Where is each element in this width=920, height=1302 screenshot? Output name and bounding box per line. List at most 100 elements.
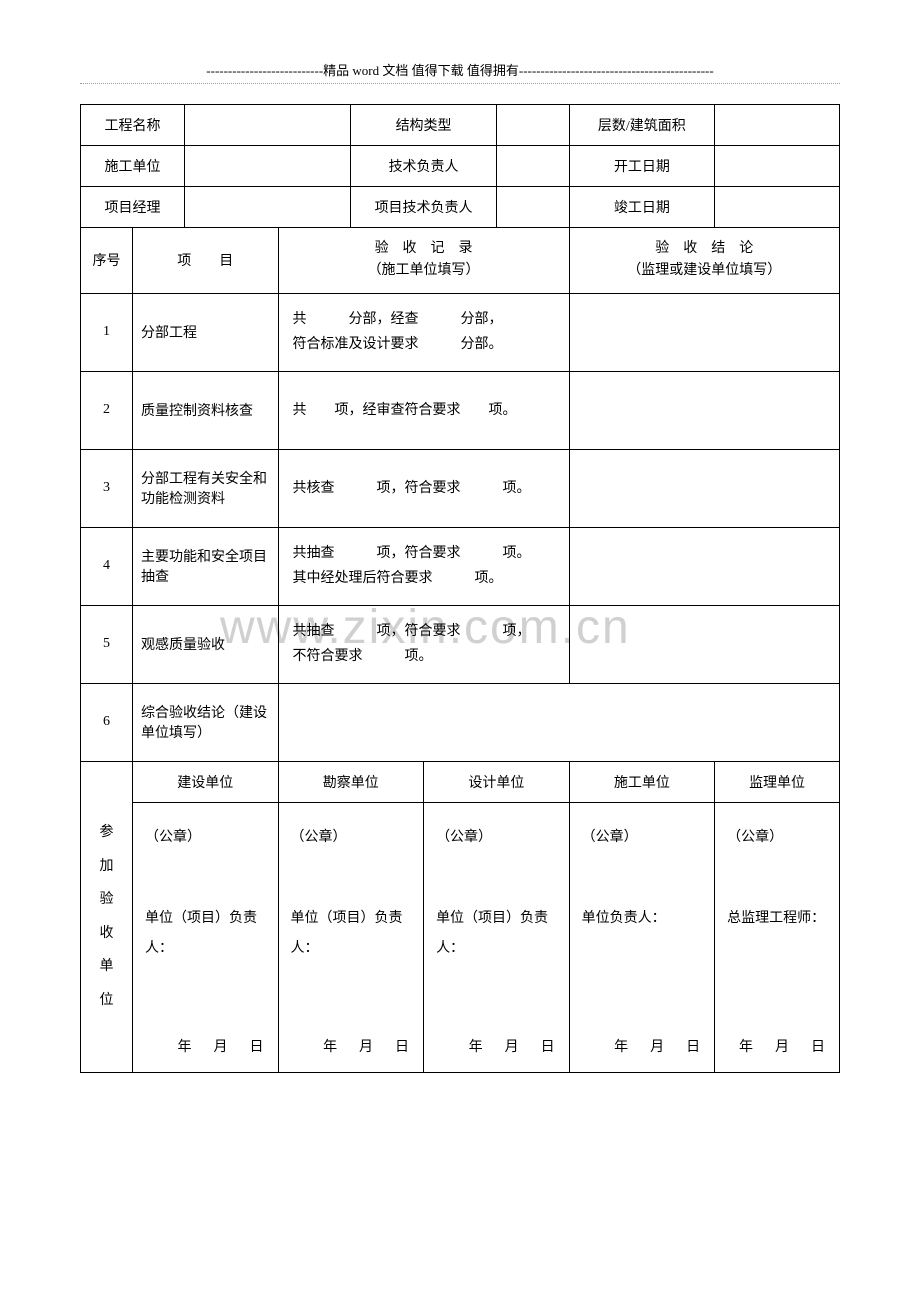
- side-char-4: 收: [99, 926, 113, 941]
- col-seq: 序号: [81, 228, 133, 294]
- record-text[interactable]: 共核查 项，符合要求 项。: [278, 449, 569, 527]
- seal-text: （公章）: [436, 823, 557, 854]
- text-line2: 符合标准及设计要求 分部。: [293, 337, 503, 352]
- unit-1: 建设单位: [132, 761, 278, 802]
- text-line2: 其中经处理后符合要求 项。: [293, 571, 503, 586]
- unit-4: 施工单位: [569, 761, 715, 802]
- side-char-5: 单: [99, 959, 113, 974]
- col-record: 验 收 记 录 （施工单位填写）: [278, 228, 569, 294]
- label-project-name: 工程名称: [81, 105, 185, 146]
- record-item: 观感质量验收: [132, 605, 278, 683]
- conclusion-line1: 验 收 结 论: [655, 241, 753, 256]
- main-table: 工程名称 结构类型 层数/建筑面积 施工单位 技术负责人 开工日期 项目经理 项…: [80, 104, 840, 1072]
- person-text: 单位（项目）负责人：: [145, 904, 266, 966]
- sig-cell-1[interactable]: （公章） 单位（项目）负责人： 年 月 日: [132, 802, 278, 1072]
- text-line1: 共 分部，经查 分部，: [293, 312, 503, 327]
- record-conclusion[interactable]: [569, 293, 839, 371]
- record-row-3: 3 分部工程有关安全和功能检测资料 共核查 项，符合要求 项。: [81, 449, 840, 527]
- header-divider: [80, 83, 840, 84]
- label-start-date: 开工日期: [569, 146, 715, 187]
- record-line1: 验 收 记 录: [375, 241, 473, 256]
- value-project-manager[interactable]: [184, 187, 350, 228]
- participants-label: 参 加 验 收 单 位: [81, 761, 133, 1072]
- col-item: 项 目: [132, 228, 278, 294]
- record-conclusion[interactable]: [569, 371, 839, 449]
- sig-cell-4[interactable]: （公章） 单位负责人： 年 月 日: [569, 802, 715, 1072]
- info-row-2: 施工单位 技术负责人 开工日期: [81, 146, 840, 187]
- record-num: 6: [81, 683, 133, 761]
- label-tech-lead: 技术负责人: [351, 146, 497, 187]
- unit-2: 勘察单位: [278, 761, 424, 802]
- record-conclusion[interactable]: [569, 449, 839, 527]
- person-text: 单位负责人：: [582, 904, 703, 935]
- side-char-1: 参: [99, 825, 113, 840]
- header-title: ---------------------------精品 word 文档 值得…: [80, 60, 840, 79]
- side-char-3: 验: [99, 892, 113, 907]
- sig-cell-2[interactable]: （公章） 单位（项目）负责人： 年 月 日: [278, 802, 424, 1072]
- record-item: 分部工程有关安全和功能检测资料: [132, 449, 278, 527]
- date-text: 年 月 日: [469, 1033, 559, 1064]
- value-start-date[interactable]: [715, 146, 840, 187]
- unit-3: 设计单位: [424, 761, 570, 802]
- value-project-name[interactable]: [184, 105, 350, 146]
- seal-text: （公章）: [291, 823, 412, 854]
- seal-text: （公章）: [727, 823, 827, 854]
- record-item: 综合验收结论（建设单位填写）: [132, 683, 278, 761]
- person-text: 单位（项目）负责人：: [291, 904, 412, 966]
- record-text[interactable]: 共抽查 项，符合要求 项。 其中经处理后符合要求 项。: [278, 527, 569, 605]
- conclusion-line2: （监理或建设单位填写）: [627, 263, 781, 278]
- label-proj-tech-lead: 项目技术负责人: [351, 187, 497, 228]
- seal-text: （公章）: [145, 823, 266, 854]
- record-num: 5: [81, 605, 133, 683]
- record-item: 主要功能和安全项目抽查: [132, 527, 278, 605]
- sig-cell-5[interactable]: （公章） 总监理工程师： 年 月 日: [715, 802, 840, 1072]
- record-num: 2: [81, 371, 133, 449]
- record-row-5: 5 观感质量验收 共抽查 项，符合要求 项， 不符合要求 项。: [81, 605, 840, 683]
- label-construction-unit: 施工单位: [81, 146, 185, 187]
- person-text: 单位（项目）负责人：: [436, 904, 557, 966]
- date-text: 年 月 日: [323, 1033, 413, 1064]
- record-text[interactable]: 共 分部，经查 分部， 符合标准及设计要求 分部。: [278, 293, 569, 371]
- record-conclusion[interactable]: [569, 527, 839, 605]
- date-text: 年 月 日: [739, 1033, 829, 1064]
- unit-5: 监理单位: [715, 761, 840, 802]
- info-row-1: 工程名称 结构类型 层数/建筑面积: [81, 105, 840, 146]
- record-num: 3: [81, 449, 133, 527]
- col-conclusion: 验 收 结 论 （监理或建设单位填写）: [569, 228, 839, 294]
- sig-cell-3[interactable]: （公章） 单位（项目）负责人： 年 月 日: [424, 802, 570, 1072]
- value-structure-type[interactable]: [496, 105, 569, 146]
- label-floors-area: 层数/建筑面积: [569, 105, 715, 146]
- value-tech-lead[interactable]: [496, 146, 569, 187]
- record-row-1: 1 分部工程 共 分部，经查 分部， 符合标准及设计要求 分部。: [81, 293, 840, 371]
- record-row-6: 6 综合验收结论（建设单位填写）: [81, 683, 840, 761]
- side-char-6: 位: [99, 993, 113, 1008]
- section-header-row: 序号 项 目 验 收 记 录 （施工单位填写） 验 收 结 论 （监理或建设单位…: [81, 228, 840, 294]
- label-complete-date: 竣工日期: [569, 187, 715, 228]
- record-text[interactable]: 共抽查 项，符合要求 项， 不符合要求 项。: [278, 605, 569, 683]
- record-num: 4: [81, 527, 133, 605]
- side-char-2: 加: [99, 859, 113, 874]
- record-row-4: 4 主要功能和安全项目抽查 共抽查 项，符合要求 项。 其中经处理后符合要求 项…: [81, 527, 840, 605]
- text-line2: 不符合要求 项。: [293, 649, 433, 664]
- value-floors-area[interactable]: [715, 105, 840, 146]
- date-text: 年 月 日: [178, 1033, 268, 1064]
- person-text: 总监理工程师：: [727, 904, 827, 935]
- record-text[interactable]: 共 项，经审查符合要求 项。: [278, 371, 569, 449]
- record-item: 质量控制资料核查: [132, 371, 278, 449]
- value-proj-tech-lead[interactable]: [496, 187, 569, 228]
- record-conclusion[interactable]: [569, 605, 839, 683]
- text-line1: 共抽查 项，符合要求 项，: [293, 624, 531, 639]
- value-complete-date[interactable]: [715, 187, 840, 228]
- record-item: 分部工程: [132, 293, 278, 371]
- label-structure-type: 结构类型: [351, 105, 497, 146]
- record-line2: （施工单位填写）: [368, 263, 480, 278]
- unit-header-row: 参 加 验 收 单 位 建设单位 勘察单位 设计单位 施工单位 监理单位: [81, 761, 840, 802]
- info-row-3: 项目经理 项目技术负责人 竣工日期: [81, 187, 840, 228]
- record-row-2: 2 质量控制资料核查 共 项，经审查符合要求 项。: [81, 371, 840, 449]
- seal-text: （公章）: [582, 823, 703, 854]
- label-project-manager: 项目经理: [81, 187, 185, 228]
- text-line1: 共 项，经审查符合要求 项。: [293, 403, 517, 418]
- date-text: 年 月 日: [614, 1033, 704, 1064]
- value-construction-unit[interactable]: [184, 146, 350, 187]
- record-text[interactable]: [278, 683, 839, 761]
